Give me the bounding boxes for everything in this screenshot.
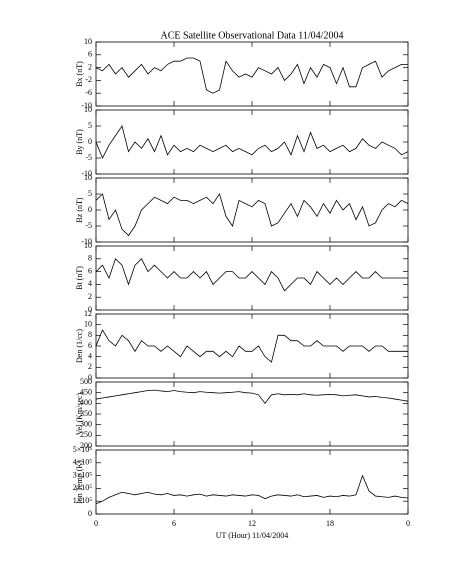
y-tick-label: 1×10⁵	[73, 496, 93, 505]
y-tick-label: 300	[80, 419, 92, 428]
data-line	[95, 389, 409, 404]
y-tick-label: 350	[80, 409, 92, 418]
y-tick-label: -10	[81, 169, 92, 178]
panel-frame	[95, 245, 409, 311]
y-tick-label: 2	[88, 62, 92, 71]
y-axis-label: Bt (nT)	[75, 266, 84, 290]
y-tick-label: 400	[80, 398, 92, 407]
y-tick-label: 200	[80, 441, 92, 450]
y-tick-label: 8	[88, 254, 92, 263]
y-axis-label: By (nT)	[75, 129, 84, 155]
y-tick-label: 0	[88, 305, 92, 314]
y-tick-label: 10	[84, 241, 92, 250]
y-axis-label: Den (1/cc)	[75, 329, 84, 363]
data-line	[95, 193, 409, 237]
y-tick-label: 10	[84, 173, 92, 182]
y-tick-label: 10	[84, 319, 92, 328]
panel-frame	[95, 109, 409, 175]
data-line	[95, 329, 408, 363]
y-tick-label: 0	[88, 205, 92, 214]
y-tick-label: 3×10⁵	[73, 470, 93, 479]
y-axis-label: Ion Temp (K)	[75, 460, 84, 504]
data-line	[95, 474, 409, 505]
panel-frame	[95, 41, 409, 107]
y-tick-label: 2	[88, 292, 92, 301]
y-tick-label: -10	[81, 101, 92, 110]
y-tick-label: -6	[85, 88, 92, 97]
y-tick-label: 250	[80, 430, 92, 439]
y-tick-label: 0	[88, 509, 92, 518]
x-tick-label: 12	[248, 519, 256, 528]
y-tick-label: 6	[88, 341, 92, 350]
y-tick-label: 5×10⁵	[73, 445, 93, 454]
y-tick-label: 10	[84, 37, 92, 46]
y-tick-label: 6	[88, 266, 92, 275]
y-tick-label: 4	[88, 279, 92, 288]
y-tick-label: -2	[85, 75, 92, 84]
y-tick-label: 500	[80, 377, 92, 386]
y-tick-label: 0	[88, 373, 92, 382]
y-tick-label: 10	[84, 105, 92, 114]
y-tick-label: -10	[81, 237, 92, 246]
x-tick-label: 0	[406, 519, 410, 528]
chart-title: ACE Satellite Observational Data 11/04/2…	[161, 30, 344, 41]
y-tick-label: 4×10⁵	[73, 458, 93, 467]
y-tick-label: 8	[88, 330, 92, 339]
data-line	[95, 125, 409, 159]
x-tick-label: 0	[94, 519, 98, 528]
y-tick-label: -5	[85, 153, 92, 162]
x-tick-label: 6	[172, 519, 176, 528]
y-tick-label: 450	[80, 387, 92, 396]
y-tick-label: 5	[88, 121, 92, 130]
y-tick-label: 0	[88, 137, 92, 146]
y-axis-label: Bx (nT)	[75, 61, 84, 87]
y-tick-label: -5	[85, 221, 92, 230]
y-tick-label: 6	[88, 50, 92, 59]
y-axis-label: Vel (Km/sec)	[75, 392, 84, 435]
y-tick-label: 2	[88, 362, 92, 371]
y-tick-label: 2×10⁵	[73, 483, 93, 492]
y-tick-label: 5	[88, 189, 92, 198]
panel-frame	[95, 449, 409, 515]
x-axis-label: UT (Hour) 11/04/2004	[216, 531, 288, 540]
x-tick-label: 18	[326, 519, 334, 528]
data-line	[95, 57, 408, 94]
y-axis-label: Bz (nT)	[75, 197, 84, 222]
y-tick-label: 4	[88, 351, 92, 360]
y-tick-label: 12	[84, 309, 92, 318]
data-line	[95, 258, 408, 292]
